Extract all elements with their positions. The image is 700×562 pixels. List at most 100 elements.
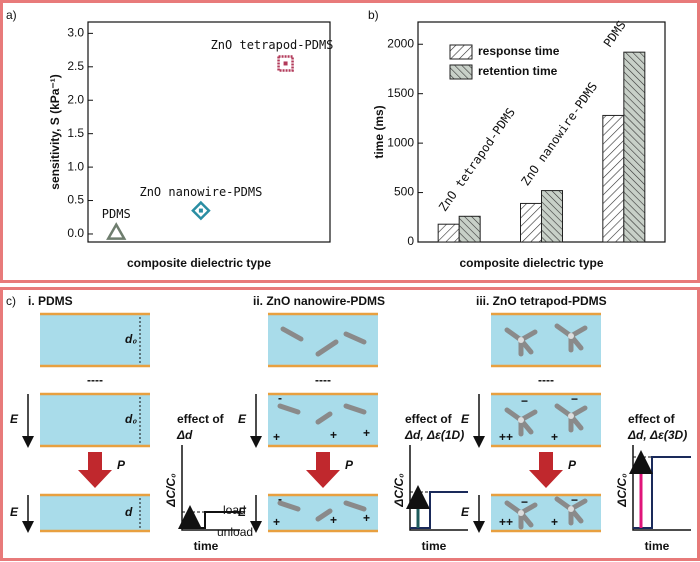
y-tick-label: 2.0 — [67, 92, 84, 106]
charge: + — [330, 428, 337, 442]
tetrapod-core — [568, 506, 574, 512]
charge: − — [521, 495, 528, 509]
field-label: E — [10, 505, 19, 519]
graph-x-label: time — [645, 539, 670, 553]
legend-swatch — [449, 44, 473, 60]
separator: ---- — [87, 373, 103, 387]
bar — [437, 223, 460, 243]
charge: ++ — [499, 430, 513, 444]
tetrapod-core — [518, 337, 524, 343]
legend-label: retention time — [478, 64, 558, 78]
point-label: ZnO tetrapod-PDMS — [211, 38, 334, 52]
pressure-arrow — [529, 452, 563, 488]
graph-step — [410, 491, 468, 529]
effect-value: Δd — [176, 428, 193, 442]
field-label: E — [10, 412, 19, 426]
marker-center — [198, 208, 203, 213]
x-axis-label: composite dielectric type — [127, 256, 271, 270]
y-tick-label: 2000 — [387, 36, 414, 50]
y-axis-label: sensitivity, S (kPa⁻¹) — [48, 74, 62, 189]
nanowire — [315, 339, 339, 357]
nanowire — [343, 500, 367, 512]
y-tick-label: 500 — [394, 185, 414, 199]
nanowire — [277, 403, 301, 415]
y-tick-label: 1.0 — [67, 159, 84, 173]
category-label: ZnO nanowire-PDMS — [518, 80, 600, 189]
dielectric — [491, 394, 601, 446]
y-tick-label: 0 — [407, 234, 414, 248]
charge: - — [278, 492, 282, 506]
tetrapod-core — [568, 413, 574, 419]
nanowire — [343, 331, 367, 345]
panel-label: b) — [368, 8, 379, 22]
graph-y-label: ΔC/C₀ — [164, 473, 178, 508]
category-label: PDMS — [601, 18, 629, 50]
unload-label: unload — [217, 525, 253, 539]
effect-value: Δd, Δε(1D) — [404, 428, 464, 442]
point-label: ZnO nanowire-PDMS — [139, 185, 262, 199]
charge: + — [273, 430, 280, 444]
graph-y-label: ΔC/C₀ — [615, 473, 629, 508]
pressure-label: P — [568, 458, 577, 472]
separator: ---- — [538, 373, 554, 387]
y-tick-label: 1.5 — [67, 126, 84, 140]
effect-value: Δd, Δε(3D) — [627, 428, 687, 442]
bar — [458, 215, 481, 243]
y-tick-label: 3.0 — [67, 26, 84, 40]
nanowire — [280, 326, 304, 342]
graph-axes — [181, 445, 240, 531]
nanowire — [277, 500, 301, 512]
dielectric — [491, 314, 601, 366]
marker — [191, 200, 211, 221]
charge: - — [278, 391, 282, 405]
bar — [602, 114, 625, 243]
thickness-label: d₀ — [125, 332, 137, 346]
column-title: ii. ZnO nanowire-PDMS — [253, 294, 385, 308]
nanowire — [343, 403, 367, 415]
marker-center — [283, 61, 288, 66]
charge: + — [330, 513, 337, 527]
pressure-arrow — [306, 452, 340, 488]
charge: + — [363, 511, 370, 525]
point-label: PDMS — [102, 207, 131, 221]
bar — [541, 190, 563, 243]
column-title: i. PDMS — [28, 294, 73, 308]
graph-x-label: time — [422, 539, 447, 553]
field-label: E — [238, 412, 247, 426]
charge: − — [571, 493, 578, 507]
dielectric — [40, 394, 150, 446]
charge: − — [521, 394, 528, 408]
column-title: iii. ZnO tetrapod-PDMS — [476, 294, 607, 308]
nanowire — [315, 508, 333, 522]
legend-swatch — [449, 64, 473, 80]
pressure-arrow — [78, 452, 112, 488]
field-label: E — [238, 505, 247, 519]
y-tick-label: 1000 — [387, 135, 414, 149]
thickness-label: d — [125, 505, 133, 519]
legend-label: response time — [478, 44, 560, 58]
dielectric — [40, 314, 150, 366]
y-tick-label: 1500 — [387, 86, 414, 100]
pressure-label: P — [117, 458, 126, 472]
y-tick-label: 0.5 — [67, 193, 84, 207]
x-axis-label: composite dielectric type — [459, 256, 603, 270]
charge: + — [551, 430, 558, 444]
effect-label: effect of — [405, 412, 453, 426]
effect-label: effect of — [628, 412, 676, 426]
field-label: E — [461, 412, 470, 426]
graph-x-label: time — [194, 539, 219, 553]
charge: − — [571, 392, 578, 406]
panel-label: c) — [6, 294, 16, 308]
charge: ++ — [499, 515, 513, 529]
y-tick-label: 0.0 — [67, 226, 84, 240]
pressure-label: P — [345, 458, 354, 472]
category-label: ZnO tetrapod-PDMS — [436, 105, 518, 214]
y-axis-label: time (ms) — [372, 105, 386, 158]
panel-frame — [0, 0, 700, 283]
panel-frame — [0, 287, 700, 561]
charge: + — [551, 515, 558, 529]
load-label: load — [223, 503, 246, 517]
graph-y-label: ΔC/C₀ — [392, 473, 406, 508]
charge: + — [273, 515, 280, 529]
